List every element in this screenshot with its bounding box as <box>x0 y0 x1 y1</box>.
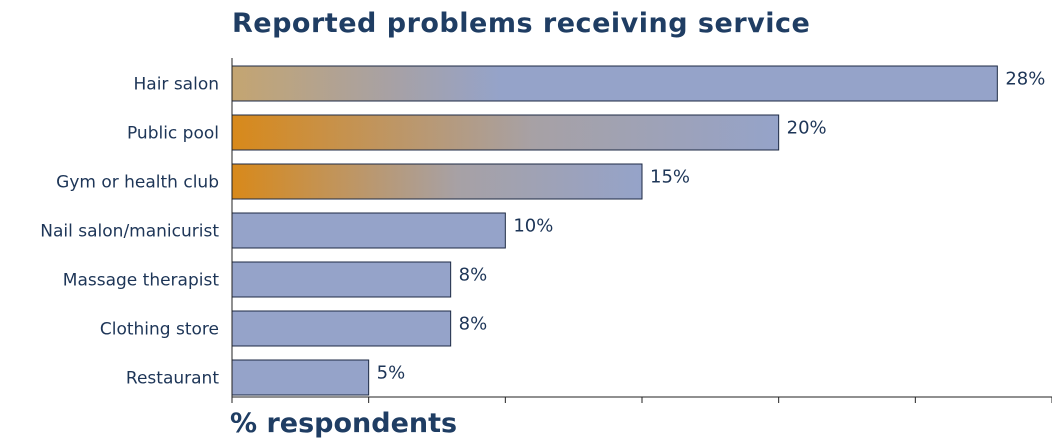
value-label: 5% <box>377 363 406 384</box>
category-label: Massage therapist <box>63 271 220 291</box>
bar-public-pool <box>231 114 780 151</box>
category-label: Public pool <box>127 124 219 144</box>
value-label: 20% <box>787 118 827 139</box>
category-label: Nail salon/manicurist <box>40 222 219 242</box>
category-label: Gym or health club <box>56 173 219 193</box>
value-label: 8% <box>459 314 488 335</box>
bar-massage-therapist <box>231 261 452 298</box>
bar-hair-salon <box>231 65 998 102</box>
category-label: Clothing store <box>100 320 219 340</box>
value-label: 10% <box>513 216 553 237</box>
bar-gym-or-health-club <box>231 163 643 200</box>
category-label: Hair salon <box>134 75 220 95</box>
value-label: 8% <box>459 265 488 286</box>
value-label: 28% <box>1005 69 1045 90</box>
bar-nail-salon-manicurist <box>231 212 506 249</box>
category-label: Restaurant <box>126 369 219 389</box>
chart-title: Reported problems receiving service <box>232 8 811 39</box>
x-axis-label: % respondents <box>230 408 458 439</box>
value-label: 15% <box>650 167 690 188</box>
bar-restaurant <box>231 359 370 396</box>
bar-clothing-store <box>231 310 452 347</box>
